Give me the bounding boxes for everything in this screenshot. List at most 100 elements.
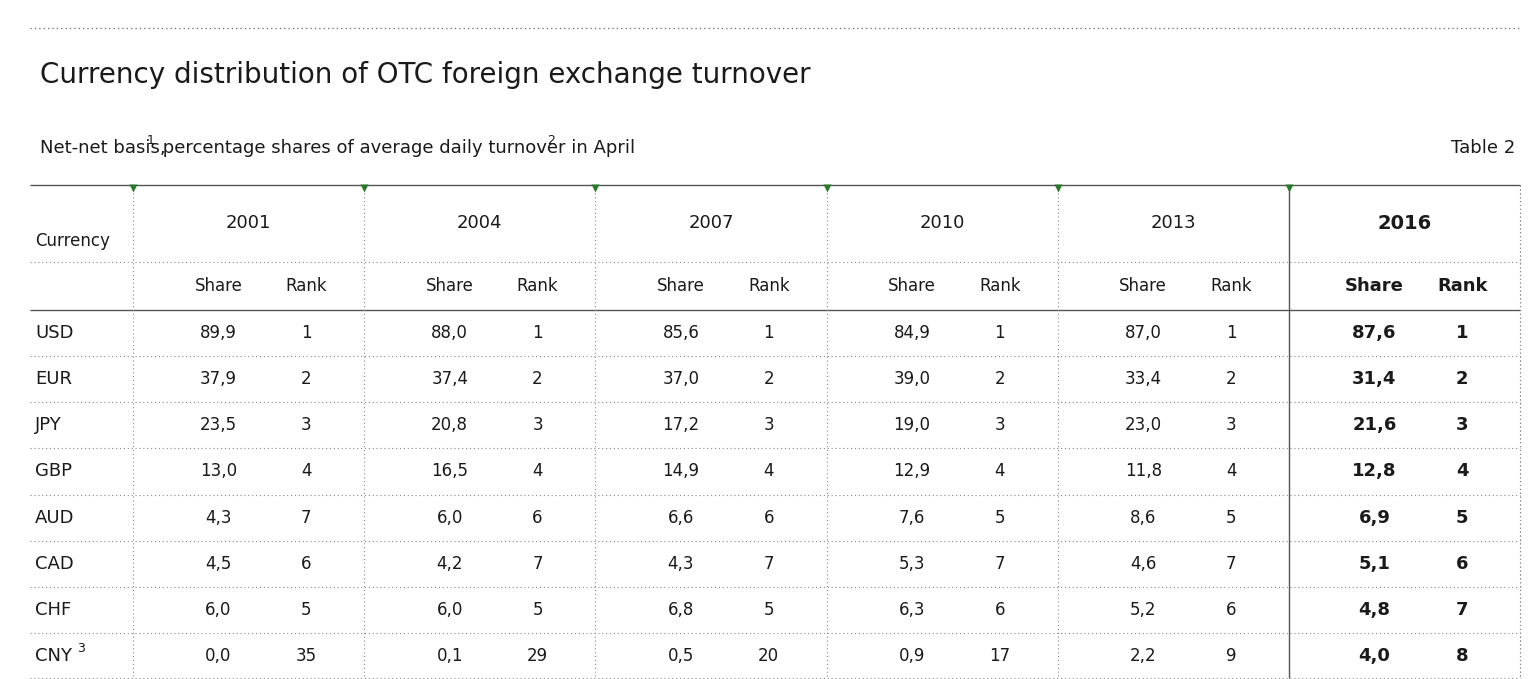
Text: Net-net basis,: Net-net basis, — [40, 139, 166, 157]
Text: 23,5: 23,5 — [200, 416, 237, 435]
Text: 1: 1 — [1226, 324, 1237, 342]
Text: 2016: 2016 — [1378, 214, 1432, 233]
Text: 84,9: 84,9 — [894, 324, 930, 342]
Text: 3: 3 — [1226, 416, 1237, 435]
Text: Rank: Rank — [517, 277, 558, 295]
Text: 87,0: 87,0 — [1124, 324, 1161, 342]
Text: AUD: AUD — [35, 509, 74, 526]
Text: 20,8: 20,8 — [431, 416, 468, 435]
Text: 31,4: 31,4 — [1352, 370, 1397, 388]
Text: percentage shares of average daily turnover in April: percentage shares of average daily turno… — [157, 139, 635, 157]
Text: 2001: 2001 — [226, 215, 271, 232]
Text: 19,0: 19,0 — [894, 416, 930, 435]
Text: 4: 4 — [763, 462, 774, 481]
Text: 7: 7 — [1226, 555, 1237, 572]
Text: 4,0: 4,0 — [1358, 647, 1390, 665]
Text: 16,5: 16,5 — [431, 462, 468, 481]
Text: 1: 1 — [1456, 324, 1469, 342]
Text: 5,1: 5,1 — [1358, 555, 1390, 572]
Text: 1: 1 — [532, 324, 543, 342]
Text: 5: 5 — [1226, 509, 1237, 526]
Text: 5: 5 — [532, 601, 543, 619]
Text: 6: 6 — [1456, 555, 1469, 572]
Text: 7: 7 — [763, 555, 774, 572]
Text: 2: 2 — [763, 370, 774, 388]
Text: 2007: 2007 — [687, 215, 734, 232]
Text: 3: 3 — [763, 416, 774, 435]
Text: 2: 2 — [995, 370, 1006, 388]
Text: 4,3: 4,3 — [205, 509, 232, 526]
Text: CAD: CAD — [35, 555, 74, 572]
Text: EUR: EUR — [35, 370, 72, 388]
Text: 6: 6 — [301, 555, 312, 572]
Text: 4,6: 4,6 — [1130, 555, 1157, 572]
Text: 4,2: 4,2 — [437, 555, 463, 572]
Text: 5: 5 — [763, 601, 774, 619]
Text: 37,9: 37,9 — [200, 370, 237, 388]
Text: 2: 2 — [1226, 370, 1237, 388]
Text: Currency distribution of OTC foreign exchange turnover: Currency distribution of OTC foreign exc… — [40, 61, 811, 89]
Text: 29: 29 — [528, 647, 548, 665]
Text: Share: Share — [1120, 277, 1167, 295]
Text: 8,6: 8,6 — [1130, 509, 1157, 526]
Text: 21,6: 21,6 — [1352, 416, 1397, 435]
Text: GBP: GBP — [35, 462, 72, 481]
Text: CNY: CNY — [35, 647, 72, 665]
Text: 8: 8 — [1456, 647, 1469, 665]
Text: 2: 2 — [1456, 370, 1469, 388]
Text: 11,8: 11,8 — [1124, 462, 1161, 481]
Text: 5,2: 5,2 — [1130, 601, 1157, 619]
Text: 3: 3 — [995, 416, 1006, 435]
Text: Share: Share — [195, 277, 243, 295]
Text: 35: 35 — [295, 647, 317, 665]
Text: 6,9: 6,9 — [1358, 509, 1390, 526]
Text: 87,6: 87,6 — [1352, 324, 1397, 342]
Text: 0,9: 0,9 — [898, 647, 926, 665]
Text: CHF: CHF — [35, 601, 71, 619]
Text: Rank: Rank — [980, 277, 1021, 295]
Text: 6: 6 — [995, 601, 1006, 619]
Text: Currency: Currency — [35, 232, 109, 251]
Text: 6,6: 6,6 — [667, 509, 694, 526]
Text: 2013: 2013 — [1150, 215, 1197, 232]
Text: 4: 4 — [301, 462, 312, 481]
Text: 0,1: 0,1 — [437, 647, 463, 665]
Text: Rank: Rank — [1210, 277, 1252, 295]
Text: 4,5: 4,5 — [206, 555, 232, 572]
Text: 3: 3 — [532, 416, 543, 435]
Text: USD: USD — [35, 324, 74, 342]
Text: 6,0: 6,0 — [437, 601, 463, 619]
Text: Rank: Rank — [1436, 277, 1487, 295]
Text: Rank: Rank — [747, 277, 789, 295]
Text: 0,5: 0,5 — [667, 647, 694, 665]
Text: 7: 7 — [532, 555, 543, 572]
Text: Share: Share — [657, 277, 704, 295]
Text: Table 2: Table 2 — [1450, 139, 1515, 157]
Text: 4: 4 — [1456, 462, 1469, 481]
Text: Share: Share — [887, 277, 937, 295]
Text: 6: 6 — [763, 509, 774, 526]
Text: 17,2: 17,2 — [663, 416, 700, 435]
Text: 6: 6 — [1226, 601, 1237, 619]
Text: 23,0: 23,0 — [1124, 416, 1161, 435]
Text: 7: 7 — [995, 555, 1006, 572]
Text: 7: 7 — [301, 509, 312, 526]
Text: 2: 2 — [548, 134, 555, 147]
Text: 4: 4 — [1226, 462, 1237, 481]
Text: 5: 5 — [1456, 509, 1469, 526]
Text: 6,0: 6,0 — [437, 509, 463, 526]
Text: Share: Share — [426, 277, 474, 295]
Text: 9: 9 — [1226, 647, 1237, 665]
Text: 2,2: 2,2 — [1130, 647, 1157, 665]
Text: 1: 1 — [995, 324, 1006, 342]
Text: 0,0: 0,0 — [206, 647, 232, 665]
Text: 89,9: 89,9 — [200, 324, 237, 342]
Text: 6,3: 6,3 — [898, 601, 926, 619]
Text: 14,9: 14,9 — [663, 462, 700, 481]
Text: 39,0: 39,0 — [894, 370, 930, 388]
Text: 37,0: 37,0 — [663, 370, 700, 388]
Text: 7: 7 — [1456, 601, 1469, 619]
Text: 12,8: 12,8 — [1352, 462, 1397, 481]
Text: 7,6: 7,6 — [898, 509, 926, 526]
Text: 1: 1 — [148, 134, 155, 147]
